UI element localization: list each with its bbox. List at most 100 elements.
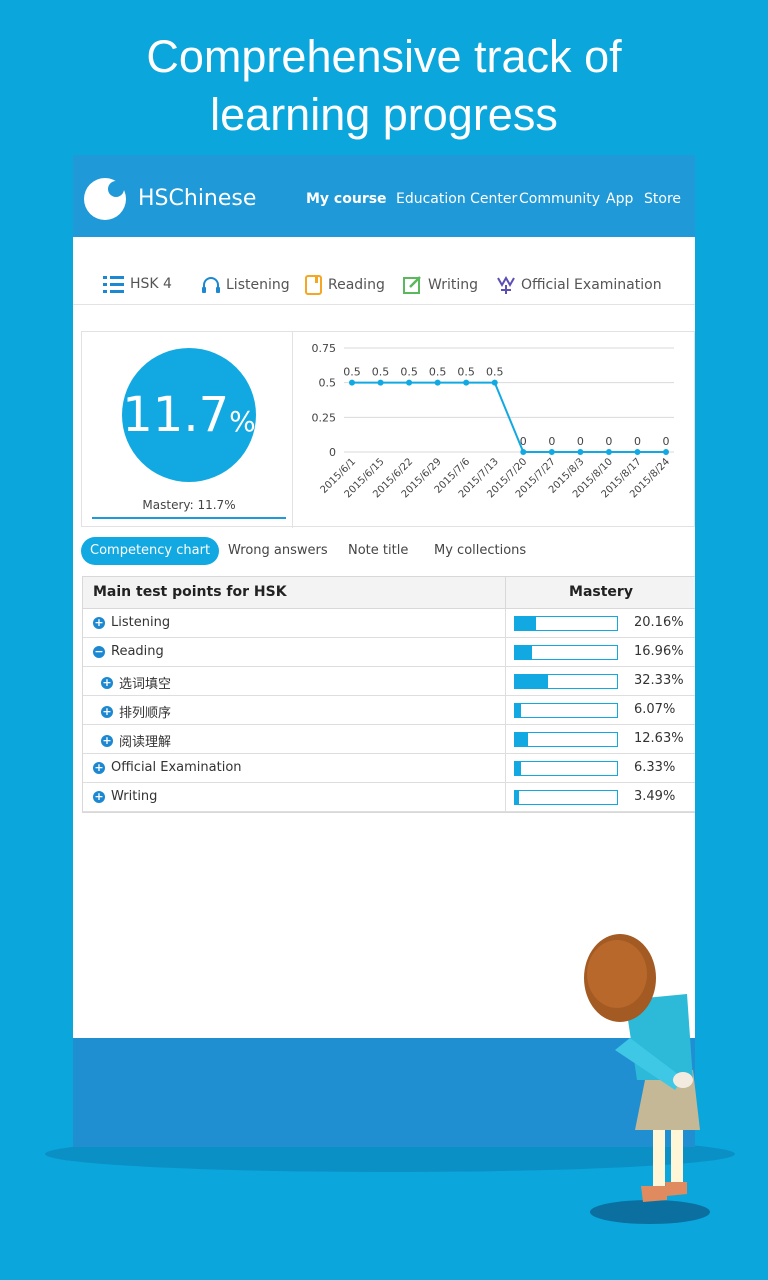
row-mastery-cell: 16.96% [505, 638, 695, 666]
headline-line-1: Comprehensive track of [146, 31, 622, 82]
book-icon [305, 275, 322, 295]
data-label: 0 [663, 435, 670, 448]
table-row[interactable]: + Official Examination 6.33% [83, 754, 695, 783]
data-label: 0.5 [486, 366, 504, 379]
data-label: 0.5 [372, 366, 390, 379]
data-label: 0.5 [429, 366, 447, 379]
row-mastery-cell: 32.33% [505, 667, 695, 695]
nav-education-center[interactable]: Education Center [396, 191, 518, 207]
row-label: + 选词填空 [101, 673, 171, 692]
mastery-percent-text: 32.33% [634, 673, 684, 688]
table-row[interactable]: + 排列顺序 6.07% [83, 696, 695, 725]
progress-line-chart: 00.250.50.750.52015/6/10.52015/6/150.520… [312, 342, 674, 500]
mastery-percent-text: 3.49% [634, 789, 676, 804]
nav-store[interactable]: Store [644, 191, 682, 207]
y-tick-label: 0.25 [312, 411, 337, 424]
row-label-text: 选词填空 [119, 677, 172, 692]
row-mastery-cell: 20.16% [505, 609, 695, 637]
headline: Comprehensive track of learning progress [0, 28, 768, 144]
data-point [663, 449, 669, 455]
mastery-bar-fill [515, 617, 536, 630]
tab-competency-chart[interactable]: Competency chart [81, 537, 220, 565]
sub-nav: HSK 4 Listening Reading Writing [73, 265, 695, 305]
subnav-hsk4-label: HSK 4 [130, 276, 172, 292]
data-label: 0.5 [457, 366, 475, 379]
data-point [634, 449, 641, 455]
brand-name: HSChinese [138, 186, 257, 211]
expand-icon[interactable]: + [101, 675, 113, 689]
mastery-percent-value: 11.7 [122, 387, 230, 443]
table-row[interactable]: − Reading 16.96% [83, 638, 695, 667]
progress-panel: 11.7% Mastery: 11.7% 0 0.25 0.5 0.75 0.5 2015… [81, 331, 695, 528]
subnav-official-examination[interactable]: Official Examination [496, 275, 662, 295]
data-point [605, 449, 612, 455]
data-label: 0.5 [400, 366, 418, 379]
collapse-icon[interactable]: − [93, 644, 105, 658]
row-mastery-cell: 6.07% [505, 696, 695, 724]
row-label-text: Reading [111, 644, 164, 659]
row-mastery-cell: 3.49% [505, 783, 695, 811]
headphones-icon [202, 277, 220, 293]
mastery-percent-text: 6.07% [634, 702, 676, 717]
row-label-text: Official Examination [111, 760, 242, 775]
row-label: + Listening [93, 615, 170, 630]
row-label-text: Listening [111, 615, 171, 630]
header-mastery: Mastery [505, 577, 695, 608]
expand-icon[interactable]: + [101, 704, 113, 718]
data-label: 0.5 [343, 366, 361, 379]
mastery-percent: 11.7% [122, 388, 256, 449]
data-point [463, 379, 470, 386]
row-label: + 排列顺序 [101, 702, 171, 721]
table-row[interactable]: + Writing 3.49% [83, 783, 695, 812]
mastery-bar [514, 616, 618, 631]
subnav-reading-label: Reading [328, 277, 385, 293]
data-point [491, 379, 498, 386]
data-label: 0 [634, 435, 641, 448]
row-label-text: Writing [111, 789, 158, 804]
row-label: + Writing [93, 789, 157, 804]
expand-icon[interactable]: + [93, 789, 105, 803]
table-row[interactable]: + Listening 20.16% [83, 609, 695, 638]
row-label: − Reading [93, 644, 164, 659]
mastery-bar-fill [515, 762, 522, 775]
expand-icon[interactable]: + [93, 615, 105, 629]
mastery-label: Mastery: 11.7% [142, 498, 236, 512]
expand-icon[interactable]: + [101, 733, 113, 747]
mastery-bar-fill [515, 791, 519, 804]
subnav-reading[interactable]: Reading [305, 275, 385, 295]
data-label: 0 [605, 435, 612, 448]
nav-my-course[interactable]: My course [306, 191, 387, 207]
nav-community[interactable]: Community [519, 191, 601, 207]
data-point [434, 379, 441, 386]
data-label: 0 [520, 435, 527, 448]
mastery-percent-sign: % [229, 405, 256, 438]
mastery-bar [514, 703, 618, 718]
data-point [349, 379, 355, 386]
data-label: 0 [577, 435, 584, 448]
nav-app[interactable]: App [606, 191, 634, 207]
data-point [548, 449, 555, 455]
logo-icon [84, 178, 126, 220]
mastery-bar-fill [515, 646, 533, 659]
series-line [352, 381, 666, 453]
subnav-official-examination-label: Official Examination [521, 277, 662, 293]
mastery-percent-text: 16.96% [634, 644, 684, 659]
browser-frame: HSChinese My course Education Center Com… [73, 155, 695, 1147]
data-label: 0 [548, 435, 555, 448]
subnav-writing[interactable]: Writing [403, 275, 478, 295]
tab-note-title[interactable]: Note title [348, 543, 409, 558]
table-row[interactable]: + 选词填空 32.33% [83, 667, 695, 696]
row-label: + 阅读理解 [101, 731, 171, 750]
mastery-bar [514, 645, 618, 660]
expand-icon[interactable]: + [93, 760, 105, 774]
tab-wrong-answers[interactable]: Wrong answers [228, 543, 328, 558]
y-tick-label: 0 [329, 446, 336, 459]
mastery-bar [514, 761, 618, 776]
header-test-points: Main test points for HSK [93, 584, 287, 600]
subnav-listening[interactable]: Listening [201, 275, 290, 295]
tab-my-collections[interactable]: My collections [434, 543, 527, 558]
exam-icon [497, 275, 515, 294]
table-row[interactable]: + 阅读理解 12.63% [83, 725, 695, 754]
subnav-hsk4[interactable]: HSK 4 [103, 275, 172, 293]
y-tick-label: 0.75 [312, 342, 337, 355]
